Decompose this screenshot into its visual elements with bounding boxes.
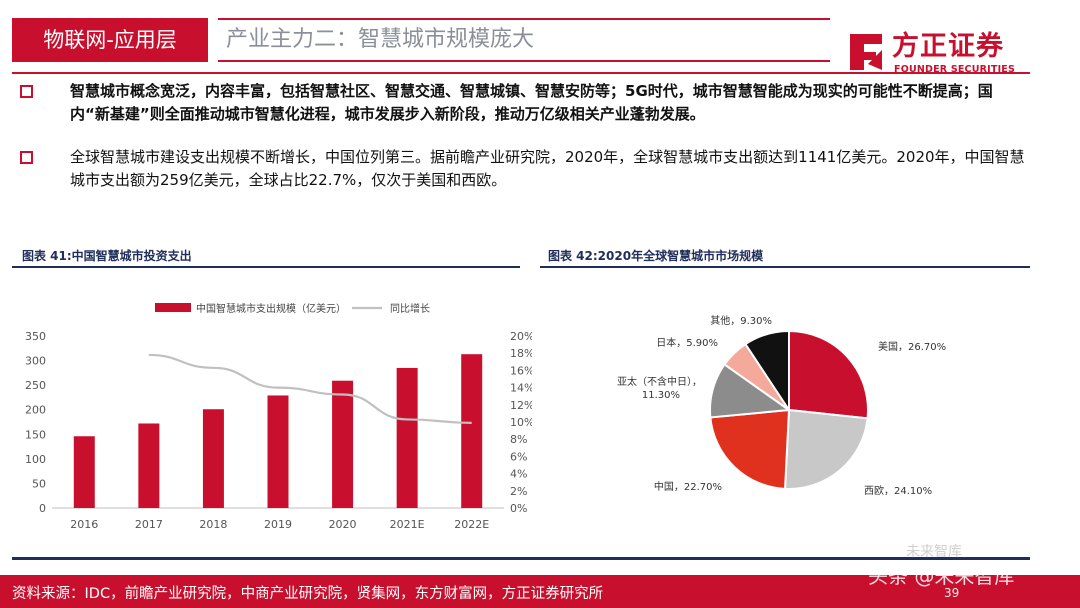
- global-market-pie-chart: 美国，26.70% 西欧，24.10% 中国，22.70% 亚太（不含中日）， 11.3…: [617, 314, 946, 497]
- y-left-tick-label: 300: [25, 355, 46, 368]
- bar-2018: [202, 409, 224, 508]
- legend-bar-swatch: [155, 303, 191, 312]
- caption-divider: [12, 266, 520, 268]
- x-tick-label: 2017: [135, 518, 163, 531]
- y-left-tick-label: 0: [39, 502, 46, 515]
- section-tag: 物联网-应用层: [12, 18, 208, 62]
- y-right-tick-label: 0%: [510, 502, 527, 515]
- logo-name-en: FOUNDER SECURITIES: [894, 64, 1016, 75]
- bullet-text: 全球智慧城市建设支出规模不断增长，中国位列第三。据前瞻产业研究院，2020年，全…: [70, 148, 1025, 189]
- y-right-tick-label: 20%: [510, 330, 532, 343]
- y-right-tick-label: 4%: [510, 468, 527, 481]
- bar-2019: [267, 395, 289, 508]
- y-right-tick-label: 14%: [510, 382, 532, 395]
- x-tick-label: 2022E: [454, 518, 489, 531]
- figure-42-caption: 图表 42:2020年全球智慧城市市场规模: [548, 249, 764, 263]
- y-right-tick-label: 2%: [510, 485, 527, 498]
- bar-2020: [332, 380, 354, 508]
- x-tick-label: 2018: [199, 518, 227, 531]
- figure-41-caption: 图表 41:中国智慧城市投资支出: [22, 249, 192, 263]
- pie-slice-1: [788, 329, 869, 420]
- growth-rate-line: [148, 353, 472, 424]
- header-divider: [12, 72, 1030, 74]
- pie-label-1: 美国，26.70%: [878, 340, 946, 353]
- y-left-tick-label: 250: [25, 379, 46, 392]
- x-tick-label: 2021E: [390, 518, 425, 531]
- y-left-tick-label: 350: [25, 330, 46, 343]
- pie-slice-3: [709, 408, 791, 490]
- footer-bar: [0, 575, 1080, 608]
- x-tick-label: 2016: [70, 518, 98, 531]
- legend-line-label: 同比增长: [390, 302, 430, 315]
- caption-divider: [540, 266, 1030, 268]
- x-tick-label: 2020: [329, 518, 357, 531]
- bullet-text: 智慧城市概念宽泛，内容丰富，包括智慧社区、智慧交通、智慧城镇、智慧安防等；5G时…: [70, 82, 993, 123]
- bar-2022E: [461, 354, 483, 508]
- bar-2021E: [396, 367, 418, 508]
- company-logo: 方正证券 FOUNDER SECURITIES: [846, 30, 1026, 78]
- y-right-tick-label: 16%: [510, 364, 532, 377]
- pie-label-6: 其他，9.30%: [710, 314, 772, 327]
- bullet-square-icon: [20, 85, 33, 98]
- y-left-tick-label: 150: [25, 428, 46, 441]
- pie-label-2: 西欧，24.10%: [864, 485, 932, 497]
- pie-slice-2: [783, 408, 869, 490]
- china-spending-chart: 0 50 100 150 200 250 300 350 0% 2% 4% 6% 8% 10% 12% 14%…: [25, 302, 532, 531]
- y-right-tick-label: 10%: [510, 416, 532, 429]
- watermark: 头条 @未来智库: [868, 564, 1015, 588]
- y-left-tick-label: 200: [25, 404, 46, 417]
- y-right-tick-label: 6%: [510, 450, 527, 463]
- pie-label-3: 中国，22.70%: [654, 480, 722, 493]
- logo-name-cn: 方正证券: [892, 31, 1004, 62]
- page-number: 39: [944, 586, 960, 600]
- page-title: 产业主力二：智慧城市规模庞大: [218, 18, 830, 62]
- bar-2017: [138, 423, 160, 508]
- y-right-tick-label: 12%: [510, 399, 532, 412]
- y-left-tick-label: 100: [25, 453, 46, 466]
- watermark-secondary: 未来智库: [906, 544, 962, 560]
- source-note: 资料来源：IDC，前瞻产业研究院，中商产业研究院，贤集网，东方财富网，方正证券研…: [12, 586, 604, 602]
- founder-logo-icon: [850, 34, 882, 70]
- legend-bar-label: 中国智慧城市支出规模（亿美元）: [196, 302, 346, 315]
- bar-2016: [73, 436, 95, 508]
- y-left-tick-label: 50: [32, 477, 46, 490]
- pie-label-4: 亚太（不含中日）， 11.30%: [617, 375, 702, 401]
- pie-label-5: 日本，5.90%: [656, 336, 718, 349]
- bullet-square-icon: [20, 151, 33, 164]
- pie-slice-6: [744, 329, 790, 414]
- y-right-tick-label: 8%: [510, 433, 527, 446]
- y-right-tick-label: 18%: [510, 347, 532, 360]
- x-tick-label: 2019: [264, 518, 292, 531]
- footer-divider: [12, 557, 1030, 560]
